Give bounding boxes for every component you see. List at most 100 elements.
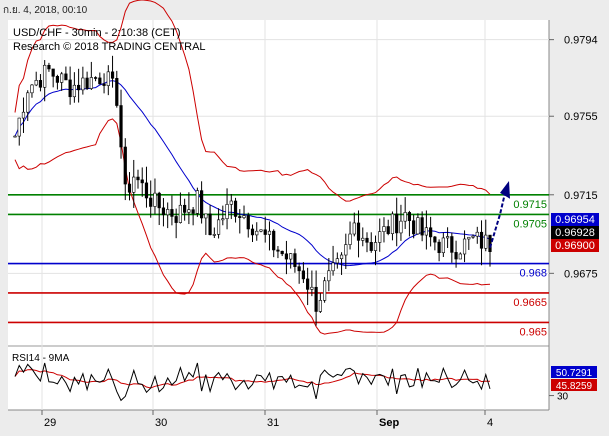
candle-body [407, 212, 412, 222]
candle-body [195, 190, 199, 214]
price-badge-text: 0.96928 [555, 227, 595, 239]
candle-body [479, 231, 484, 249]
candle-body [149, 197, 153, 207]
rsi-ma-line [14, 369, 491, 389]
candle-body [246, 215, 250, 230]
moving-average [14, 80, 491, 267]
candle-body [454, 252, 458, 260]
candle-body [416, 217, 420, 235]
candle-body [51, 68, 55, 77]
candle-body [462, 238, 467, 255]
candle-body [17, 117, 21, 137]
candle-body [13, 135, 17, 138]
candle-body [403, 212, 407, 222]
candle-body [293, 253, 297, 267]
candle-body [191, 209, 195, 214]
candle-body [348, 233, 352, 245]
candle-body [136, 176, 140, 181]
rsi-ma-badge [551, 379, 597, 391]
x-axis-ticks: 29 30 31 Sep 4 [41, 410, 493, 429]
candle-body [284, 253, 289, 260]
candle-body [365, 237, 369, 243]
candle-body [187, 209, 191, 213]
bollinger-bands [14, 0, 491, 335]
candle-body [331, 262, 335, 272]
support-resistance-levels: 0.9715 0.9705 0.968 0.9665 0.965 [8, 193, 549, 338]
price-badge [551, 226, 599, 239]
rsi-plot-bg [8, 346, 549, 410]
candle-body [441, 237, 445, 254]
candle-body [289, 253, 293, 260]
candle-body [72, 84, 76, 98]
candle-body [445, 236, 450, 239]
candle-body [85, 77, 89, 89]
candle-body [166, 209, 170, 216]
y-tick-label: 0.9715 [564, 190, 598, 202]
candle-body [81, 77, 85, 91]
candle-body [314, 286, 318, 312]
candle-body [225, 204, 229, 220]
candle-body [356, 222, 361, 241]
candle-body [429, 227, 433, 238]
candle-body [221, 218, 225, 221]
candle-body [276, 249, 280, 252]
level-label: 0.9715 [513, 199, 547, 211]
candle-body [424, 227, 428, 236]
candle-body [212, 234, 216, 236]
x-tick-label: Sep [379, 417, 399, 429]
candle-body [238, 216, 242, 218]
chart-subtitle: Research © 2018 TRADING CENTRAL [13, 41, 206, 53]
candle-body [310, 286, 314, 290]
candle-body [322, 280, 327, 301]
level-label: 0.968 [519, 268, 547, 280]
bollinger-lower [14, 118, 491, 335]
candle-body [433, 236, 437, 243]
candle-body [390, 213, 395, 234]
candle-body [127, 183, 132, 193]
candle-body [178, 204, 183, 223]
candle-body [395, 213, 399, 234]
candle-body [335, 258, 339, 264]
candle-body [450, 236, 454, 253]
candle-body [204, 213, 208, 219]
candle-body [106, 71, 110, 86]
candle-body [437, 241, 441, 254]
candle-body [386, 226, 390, 234]
candlesticks [13, 55, 492, 326]
candle-body [21, 111, 26, 119]
level-label: 0.9665 [513, 297, 547, 309]
y-axis-ticks: 0.9794 0.9755 0.9715 0.9675 [549, 35, 598, 280]
timestamp-text: ก.ย. 4, 2018, 00:10 [3, 5, 88, 16]
candle-body [306, 278, 310, 290]
bollinger-upper [14, 0, 491, 202]
candle-body [68, 79, 72, 98]
candle-body [60, 73, 64, 83]
candle-body [484, 234, 488, 249]
candle-body [378, 231, 382, 243]
candle-body [467, 236, 471, 240]
candle-body [458, 253, 462, 260]
candle-body [339, 254, 344, 259]
candle-body [183, 204, 187, 213]
timestamp-header: ก.ย. 4, 2018, 00:10 [0, 0, 609, 20]
candle-body [132, 176, 136, 193]
candle-body [119, 105, 123, 148]
candle-body [208, 213, 212, 236]
candle-body [488, 234, 492, 252]
candle-body [373, 242, 378, 251]
candle-body [297, 266, 301, 272]
x-tick-label: 4 [487, 417, 493, 429]
candle-body [318, 300, 322, 312]
candle-body [272, 230, 276, 251]
candle-body [280, 250, 284, 255]
candle-body [55, 76, 60, 83]
candle-body [259, 229, 263, 232]
candle-body [327, 270, 331, 282]
candle-body [475, 231, 479, 237]
candle-body [93, 77, 98, 79]
candle-body [43, 64, 47, 88]
candle-body [98, 77, 102, 85]
forecast-arrow [489, 181, 510, 248]
candle-body [369, 242, 373, 251]
